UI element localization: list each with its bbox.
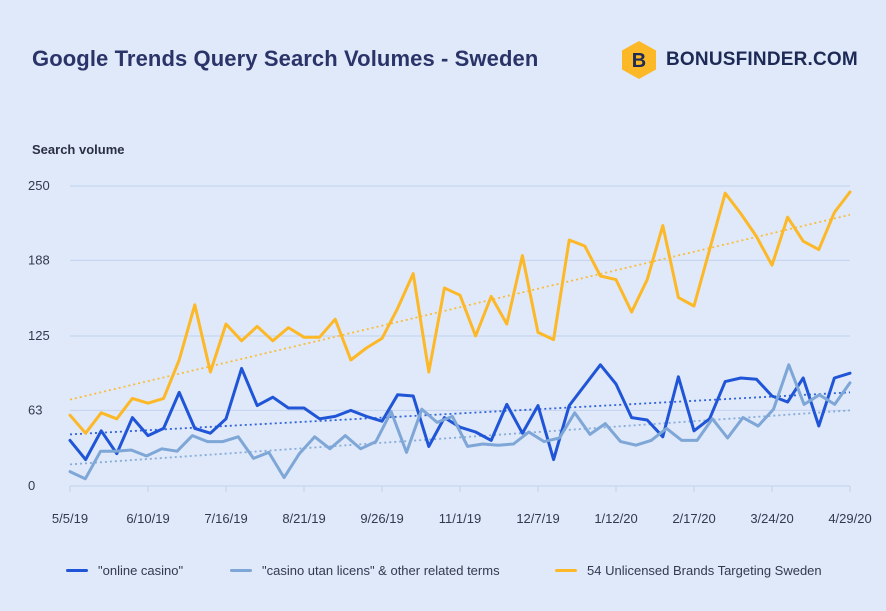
trendline-1 — [69, 409, 851, 466]
x-tick-label: 1/12/20 — [594, 511, 637, 526]
y-tick-label: 188 — [28, 252, 50, 267]
legend-label: "casino utan licens" & other related ter… — [262, 563, 500, 578]
legend-swatch — [66, 569, 88, 572]
series-line-0 — [68, 363, 852, 462]
series-line-1 — [68, 363, 852, 481]
x-tick-label: 2/17/20 — [672, 511, 715, 526]
x-tick-label: 5/5/19 — [52, 511, 88, 526]
legend-item-unlicensed-brands: 54 Unlicensed Brands Targeting Sweden — [555, 563, 822, 578]
hexagon-b-icon: B — [622, 41, 656, 79]
legend-item-casino-utan-licens: "casino utan licens" & other related ter… — [230, 563, 500, 578]
legend-label: 54 Unlicensed Brands Targeting Sweden — [587, 563, 822, 578]
x-tick-label: 9/26/19 — [360, 511, 403, 526]
x-tick-label: 12/7/19 — [516, 511, 559, 526]
brand-name: BONUSFINDER.COM — [666, 49, 858, 70]
x-tick-label: 11/1/19 — [439, 511, 481, 526]
y-tick-label: 63 — [28, 402, 42, 417]
x-tick-label: 6/10/19 — [126, 511, 169, 526]
y-tick-label: 125 — [28, 328, 50, 343]
trendline-2 — [69, 213, 851, 401]
brand-letter: B — [632, 50, 646, 72]
y-axis-label: Search volume — [32, 142, 125, 157]
trendline-0 — [69, 391, 851, 436]
legend-label: "online casino" — [98, 563, 184, 578]
x-tick-label: 4/29/20 — [828, 511, 871, 526]
x-tick-label: 3/24/20 — [750, 511, 793, 526]
legend-item-online-casino: "online casino" — [66, 563, 183, 578]
x-tick-label: 8/21/19 — [282, 511, 325, 526]
x-tick-label: 7/16/19 — [204, 511, 247, 526]
y-tick-label: 0 — [28, 478, 35, 493]
y-tick-label: 250 — [28, 178, 50, 193]
series-line-2 — [68, 190, 852, 435]
brand-logo: B BONUSFINDER.COM — [620, 40, 858, 80]
legend-swatch — [555, 569, 577, 572]
chart-title: Google Trends Query Search Volumes - Swe… — [32, 46, 539, 71]
legend-swatch — [230, 569, 252, 572]
